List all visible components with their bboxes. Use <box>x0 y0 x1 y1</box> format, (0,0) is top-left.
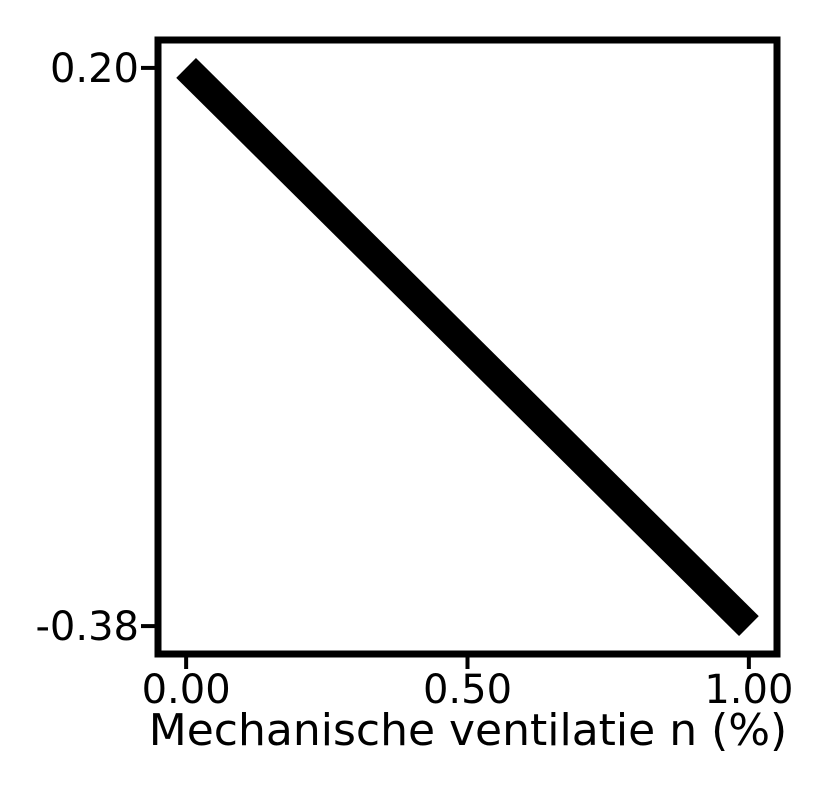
y-tick-label: -0.38 <box>36 604 140 650</box>
x-tick-label: 0.00 <box>142 667 231 713</box>
x-tick-label: 0.50 <box>423 667 512 713</box>
plot-frame <box>154 36 781 658</box>
series-layer <box>176 57 759 637</box>
y-axis-ticks: 0.20 -0.38 <box>36 46 155 650</box>
x-axis-ticks: 0.00 0.50 1.00 <box>142 657 793 713</box>
y-tick-label: 0.20 <box>50 46 139 92</box>
x-axis-title: Mechanische ventilatie n (%) <box>149 705 787 756</box>
x-tick-label: 1.00 <box>704 667 793 713</box>
series-line-0 <box>176 57 759 637</box>
